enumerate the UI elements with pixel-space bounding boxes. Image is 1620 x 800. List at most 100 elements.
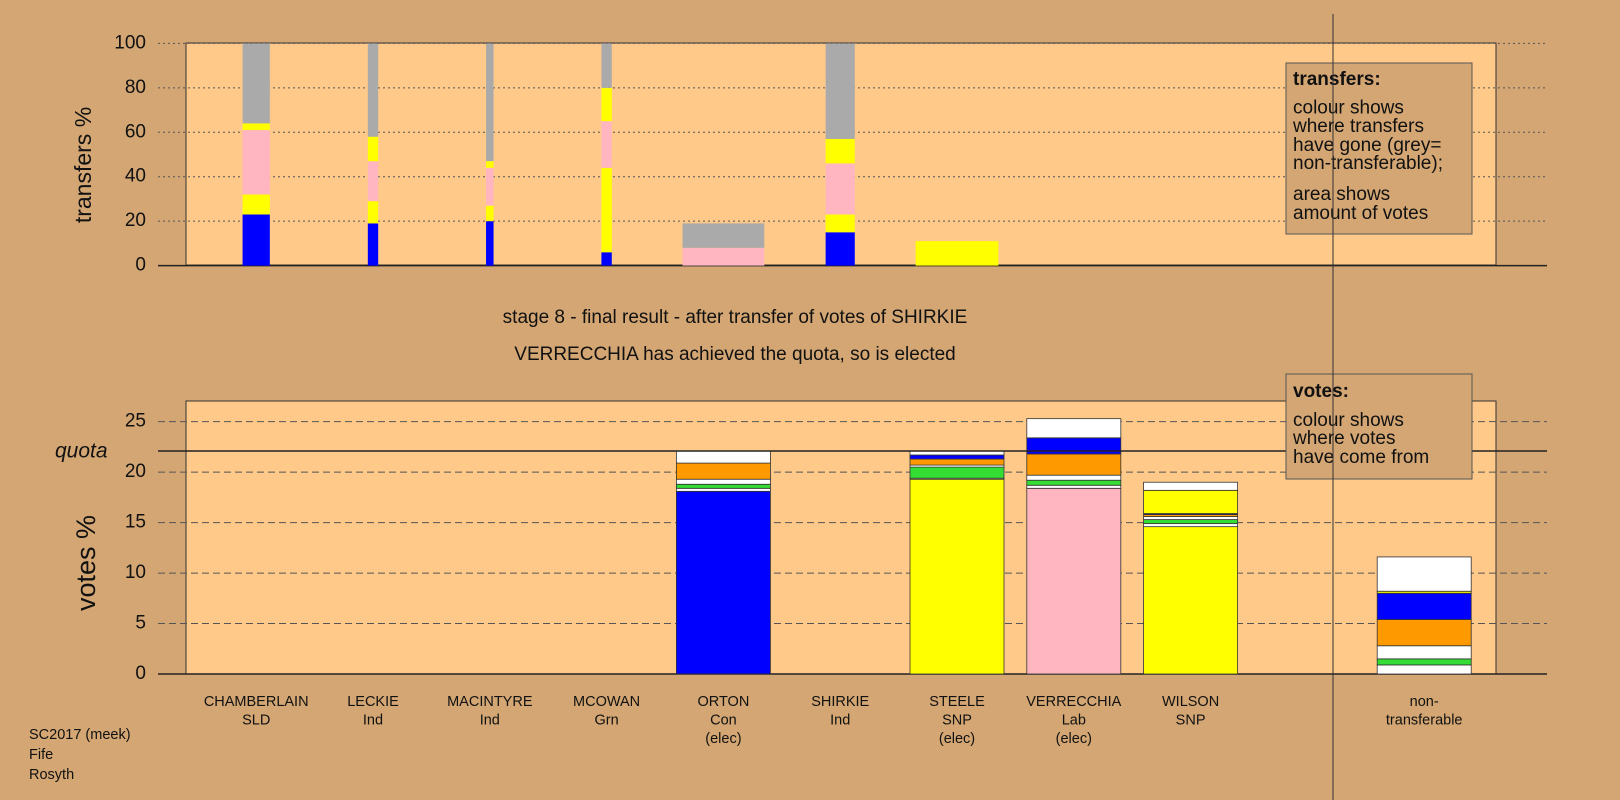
bar-segment: [1376, 645, 1472, 660]
x-tick-label: MACINTYRE: [447, 694, 533, 710]
legend-title: transfers:: [1293, 69, 1381, 90]
x-tick-label: (elec): [939, 731, 975, 747]
bar-segment: [676, 487, 771, 492]
bar-segment: [1376, 619, 1472, 647]
caption: stage 8 - final result - after transfer …: [503, 307, 968, 328]
x-tick-label: STEELE: [929, 694, 985, 710]
bar-segment: [1026, 487, 1122, 675]
bar-segment: [676, 462, 771, 480]
bar-segment: [1143, 526, 1238, 675]
y-tick-label: 5: [135, 613, 146, 634]
bar-segment: [1376, 658, 1472, 666]
plot-area: [185, 400, 1497, 675]
legend-box: [1285, 62, 1473, 235]
bar-segment: [242, 194, 270, 215]
footer: Fife: [29, 747, 53, 763]
bar-segment: [1026, 453, 1122, 476]
x-tick-label: transferable: [1386, 712, 1463, 728]
legend-text: where transfers: [1292, 116, 1424, 137]
y-axis-label: votes %: [71, 515, 101, 611]
y-tick-label: 20: [125, 461, 146, 482]
x-tick-label: LECKIE: [347, 694, 399, 710]
bar-segment: [486, 43, 494, 162]
bar-segment: [1026, 479, 1122, 486]
legend-text: area shows: [1293, 184, 1390, 205]
y-tick-label: 0: [135, 255, 146, 276]
x-tick-label: Ind: [363, 712, 383, 728]
x-tick-label: Con: [710, 712, 737, 728]
x-tick-label: SNP: [1176, 712, 1206, 728]
bar-segment: [486, 161, 494, 168]
x-tick-label: (elec): [1056, 731, 1092, 747]
bar-segment: [1143, 481, 1238, 491]
y-tick-label: 20: [125, 210, 146, 231]
legend-box: [1285, 373, 1473, 480]
bar-segment: [825, 163, 855, 215]
bar-segment: [676, 483, 771, 489]
bar-segment: [601, 121, 612, 168]
y-tick-label: 100: [114, 32, 146, 53]
x-tick-label: non-: [1410, 694, 1439, 710]
bar-segment: [367, 161, 379, 202]
bar-segment: [242, 130, 270, 195]
bar-segment: [1376, 664, 1472, 675]
bar-segment: [601, 167, 612, 253]
bar-segment: [676, 478, 771, 485]
legend-text: have come from: [1293, 447, 1429, 468]
bar-segment: [1026, 474, 1122, 481]
bar-segment: [486, 205, 494, 222]
legend-text: non-transferable);: [1293, 153, 1443, 174]
x-tick-label: SHIRKIE: [811, 694, 869, 710]
y-tick-label: 60: [125, 121, 146, 142]
y-tick-label: 0: [135, 663, 146, 684]
x-tick-label: Ind: [480, 712, 500, 728]
x-tick-label: WILSON: [1162, 694, 1219, 710]
legend-text: amount of votes: [1293, 203, 1428, 224]
footer: Rosyth: [29, 767, 74, 783]
bar-segment: [825, 232, 855, 266]
bar-segment: [242, 43, 270, 124]
x-tick-label: SNP: [942, 712, 972, 728]
bar-segment: [909, 454, 1005, 460]
bar-segment: [1143, 516, 1238, 520]
footer: SC2017 (meek): [29, 727, 131, 743]
legend-text: colour shows: [1293, 410, 1404, 431]
bar-segment: [601, 87, 612, 122]
bar-segment: [1376, 592, 1472, 620]
x-tick-label: Ind: [830, 712, 850, 728]
x-tick-label: VERRECCHIA: [1026, 694, 1121, 710]
caption: VERRECCHIA has achieved the quota, so is…: [514, 344, 955, 365]
legend-title: votes:: [1293, 381, 1349, 402]
bar-segment: [909, 478, 1005, 675]
x-tick-label: Lab: [1062, 712, 1086, 728]
x-tick-label: (elec): [705, 731, 741, 747]
bar-segment: [825, 43, 855, 139]
bar-segment: [486, 221, 494, 266]
x-tick-label: MCOWAN: [573, 694, 640, 710]
y-tick-label: 80: [125, 77, 146, 98]
bar-segment: [601, 252, 612, 266]
bar-segment: [367, 136, 379, 162]
y-tick-label: 25: [125, 411, 146, 432]
y-tick-label: 40: [125, 166, 146, 187]
bar-segment: [242, 214, 270, 266]
bar-segment: [909, 458, 1005, 466]
bar-segment: [1026, 484, 1122, 489]
bar-segment: [367, 43, 379, 137]
y-axis-label: transfers %: [70, 107, 96, 223]
y-tick-label: 10: [125, 562, 146, 583]
x-tick-label: CHAMBERLAIN: [204, 694, 309, 710]
bar-segment: [1143, 519, 1238, 525]
x-tick-label: Grn: [595, 712, 619, 728]
bar-segment: [367, 201, 379, 224]
legend-text: have gone (grey=: [1293, 135, 1441, 156]
bar-segment: [1376, 556, 1472, 592]
x-tick-label: SLD: [242, 712, 270, 728]
legend-text: colour shows: [1293, 98, 1404, 119]
bar-segment: [1143, 523, 1238, 528]
quota-label: quota: [55, 440, 108, 463]
x-tick-label: ORTON: [697, 694, 749, 710]
bar-segment: [1026, 418, 1122, 439]
